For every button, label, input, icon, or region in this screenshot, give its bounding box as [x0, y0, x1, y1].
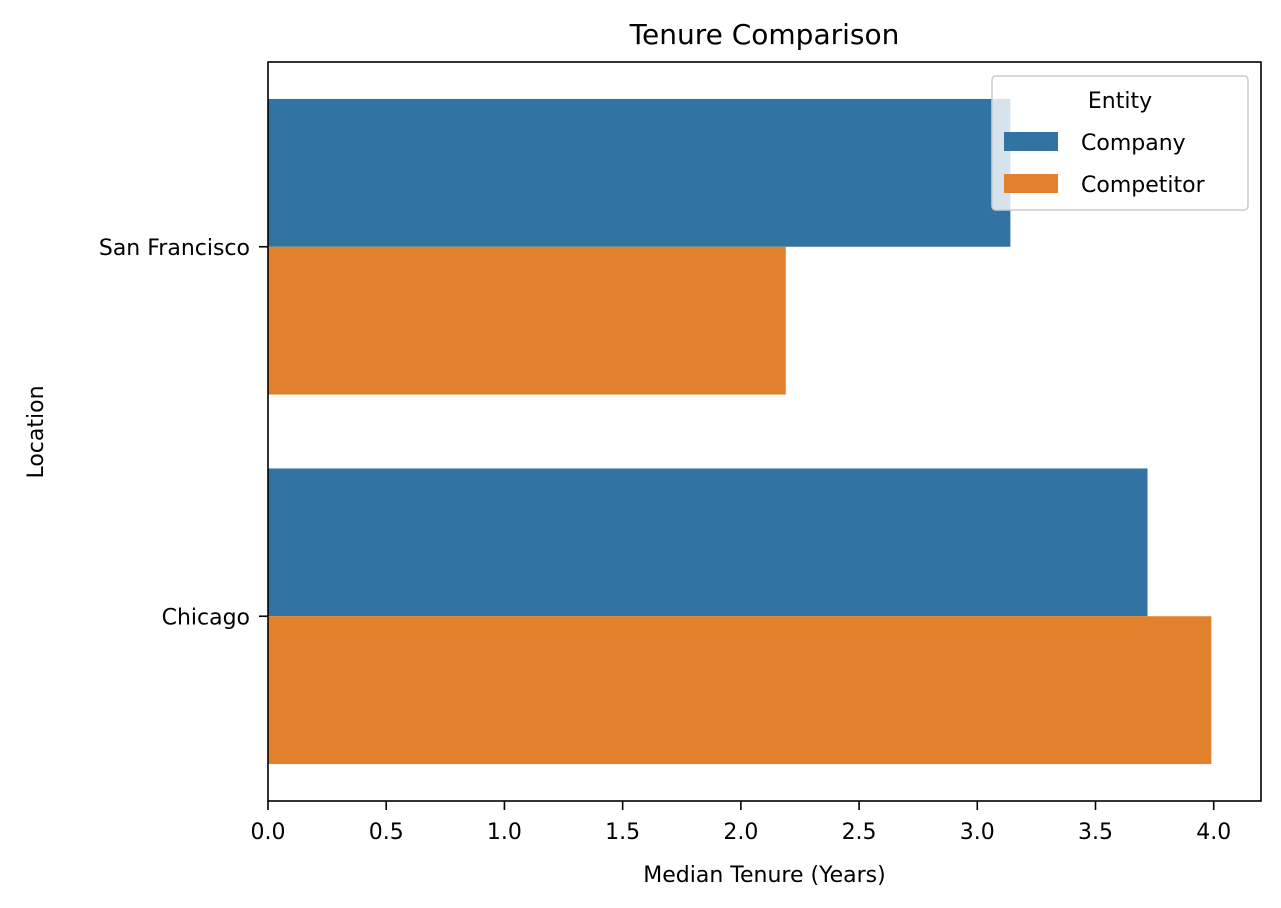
x-tick-label: 4.0	[1196, 820, 1231, 845]
bar-company-san-francisco	[268, 98, 1011, 247]
plot-frame	[267, 61, 1262, 802]
y-tick-label-san-francisco: San Francisco	[99, 236, 250, 261]
x-tick-label: 1.0	[487, 820, 522, 845]
bar-competitor-chicago	[268, 616, 1212, 765]
x-tick-label: 3.5	[1078, 820, 1113, 845]
legend-title: Entity	[1088, 89, 1152, 114]
x-tick-label: 0.5	[369, 820, 404, 845]
legend-label-company: Company	[1081, 131, 1186, 156]
y-tick-label-chicago: Chicago	[162, 605, 250, 630]
chart-title: Tenure Comparison	[629, 18, 900, 51]
legend-label-competitor: Competitor	[1081, 173, 1206, 198]
y-axis-ticks: San Francisco Chicago	[99, 236, 268, 630]
x-tick-label: 1.5	[605, 820, 640, 845]
x-tick-label: 0.0	[251, 820, 286, 845]
bars	[268, 98, 1212, 765]
x-tick-label: 3.0	[960, 820, 995, 845]
legend: Entity Company Competitor	[991, 75, 1249, 211]
x-tick-label: 2.5	[842, 820, 877, 845]
legend-swatch-company	[1004, 132, 1058, 151]
bar-company-chicago	[268, 468, 1148, 617]
y-axis-label: Location	[24, 385, 49, 478]
bar-competitor-san-francisco	[268, 246, 786, 395]
x-axis-label: Median Tenure (Years)	[643, 863, 885, 888]
x-axis-ticks: 0.0 0.5 1.0 1.5 2.0 2.5 3.0 3.5 4.0	[251, 801, 1231, 845]
x-tick-label: 2.0	[723, 820, 758, 845]
legend-swatch-competitor	[1004, 174, 1058, 193]
